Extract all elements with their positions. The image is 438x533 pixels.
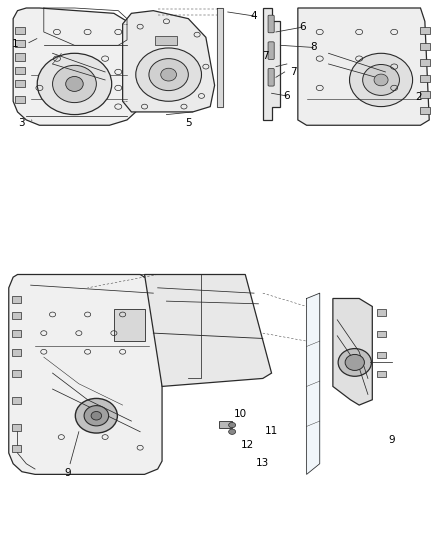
Text: 4: 4 <box>251 11 258 21</box>
FancyBboxPatch shape <box>377 330 386 337</box>
FancyBboxPatch shape <box>268 15 274 33</box>
FancyBboxPatch shape <box>268 42 274 59</box>
Text: 10: 10 <box>233 409 247 418</box>
Text: 13: 13 <box>256 458 269 468</box>
FancyBboxPatch shape <box>155 36 177 45</box>
FancyBboxPatch shape <box>12 370 21 377</box>
Text: 2: 2 <box>415 92 422 102</box>
Ellipse shape <box>161 68 177 81</box>
FancyBboxPatch shape <box>12 424 21 431</box>
Text: 9: 9 <box>64 468 71 478</box>
Text: 5: 5 <box>185 118 192 127</box>
FancyBboxPatch shape <box>377 309 386 316</box>
FancyBboxPatch shape <box>377 371 386 377</box>
Ellipse shape <box>149 59 188 91</box>
FancyBboxPatch shape <box>268 68 274 86</box>
Text: 9: 9 <box>389 435 396 445</box>
Polygon shape <box>13 8 136 125</box>
Polygon shape <box>217 8 223 107</box>
Text: 12: 12 <box>241 440 254 450</box>
Ellipse shape <box>229 422 236 427</box>
Ellipse shape <box>374 74 388 86</box>
Ellipse shape <box>66 76 83 92</box>
Ellipse shape <box>338 349 371 376</box>
Ellipse shape <box>84 406 109 426</box>
Ellipse shape <box>350 53 413 107</box>
FancyBboxPatch shape <box>114 309 145 341</box>
FancyBboxPatch shape <box>420 43 430 50</box>
FancyBboxPatch shape <box>420 27 430 34</box>
Polygon shape <box>333 298 372 405</box>
FancyBboxPatch shape <box>15 27 25 34</box>
FancyBboxPatch shape <box>15 67 25 74</box>
FancyBboxPatch shape <box>12 349 21 356</box>
FancyBboxPatch shape <box>12 312 21 319</box>
Text: 8: 8 <box>310 43 317 52</box>
Polygon shape <box>307 293 320 474</box>
Ellipse shape <box>37 53 112 115</box>
FancyBboxPatch shape <box>420 107 430 114</box>
Text: 7: 7 <box>290 67 297 77</box>
FancyBboxPatch shape <box>12 330 21 337</box>
Ellipse shape <box>136 48 201 101</box>
FancyBboxPatch shape <box>12 445 21 452</box>
Text: 6: 6 <box>283 91 290 101</box>
Text: 3: 3 <box>18 118 25 128</box>
Ellipse shape <box>91 411 102 420</box>
Polygon shape <box>298 8 429 125</box>
Ellipse shape <box>53 66 96 102</box>
FancyBboxPatch shape <box>12 296 21 303</box>
Polygon shape <box>9 274 162 474</box>
FancyBboxPatch shape <box>15 96 25 103</box>
Text: 11: 11 <box>265 426 278 436</box>
Polygon shape <box>263 8 280 120</box>
FancyBboxPatch shape <box>420 75 430 82</box>
FancyBboxPatch shape <box>15 80 25 87</box>
Text: 6: 6 <box>299 22 306 32</box>
FancyBboxPatch shape <box>377 352 386 358</box>
Polygon shape <box>123 11 215 112</box>
Polygon shape <box>145 274 272 386</box>
Ellipse shape <box>75 399 117 433</box>
FancyBboxPatch shape <box>219 421 232 427</box>
FancyBboxPatch shape <box>12 397 21 404</box>
FancyBboxPatch shape <box>15 40 25 47</box>
FancyBboxPatch shape <box>15 53 25 61</box>
Ellipse shape <box>345 354 364 370</box>
Text: 1: 1 <box>12 39 19 49</box>
FancyBboxPatch shape <box>420 59 430 66</box>
Ellipse shape <box>229 429 236 434</box>
FancyBboxPatch shape <box>420 91 430 98</box>
Text: 7: 7 <box>261 51 268 61</box>
Ellipse shape <box>363 64 399 95</box>
